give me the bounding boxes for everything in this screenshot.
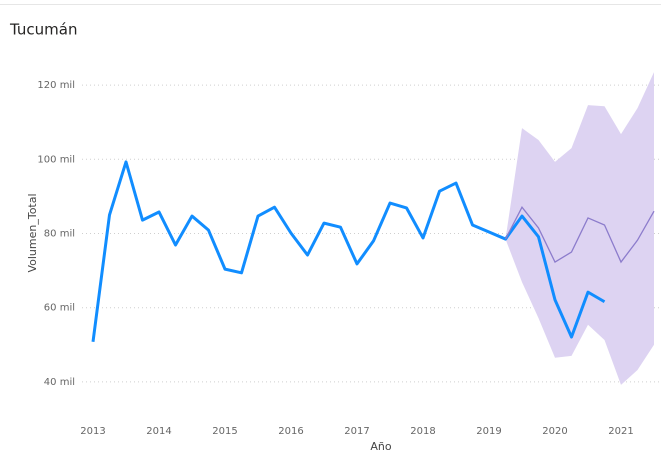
chart-title: Tucumán [9, 21, 77, 39]
x-tick-label: 2014 [146, 426, 171, 437]
y-axis-title: Volumen_Total [26, 193, 39, 272]
y-tick-label: 40 mil [44, 377, 75, 388]
x-tick-label: 2019 [476, 426, 501, 437]
x-tick-label: 2013 [80, 426, 105, 437]
y-tick-label: 100 mil [37, 154, 75, 165]
x-tick-label: 2018 [410, 426, 435, 437]
x-axis-title: Año [370, 440, 391, 453]
forecast-band [505, 72, 654, 385]
x-tick-label: 2015 [212, 426, 237, 437]
series-line [91, 160, 606, 343]
x-tick-label: 2020 [542, 426, 567, 437]
y-tick-label: 120 mil [37, 80, 75, 91]
y-tick-label: 60 mil [44, 303, 75, 314]
x-tick-label: 2016 [278, 426, 303, 437]
x-tick-label: 2017 [344, 426, 369, 437]
forecast-line [504, 205, 655, 264]
x-tick-label: 2021 [608, 426, 633, 437]
y-tick-label: 80 mil [44, 229, 75, 240]
